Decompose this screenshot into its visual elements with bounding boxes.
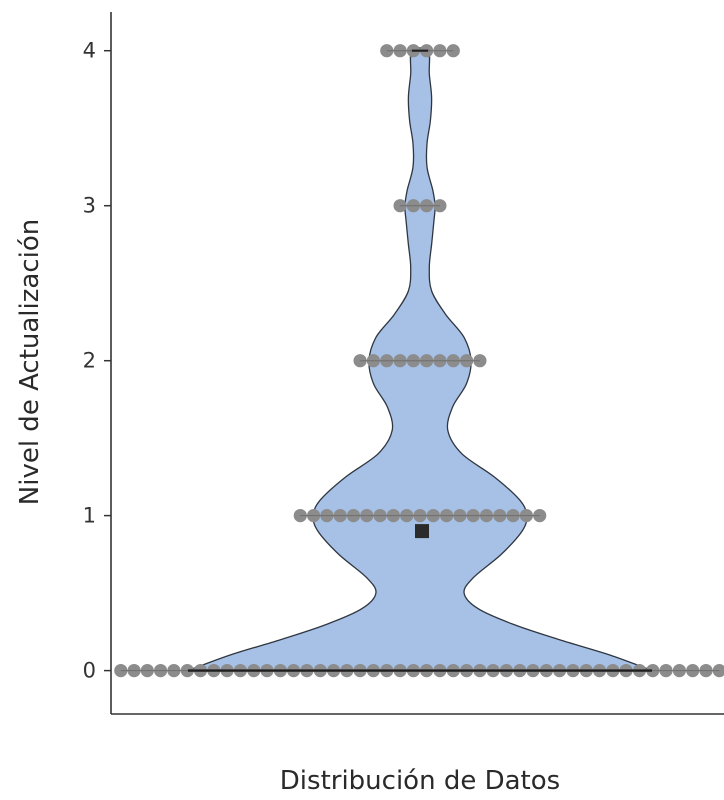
- mean-marker: [415, 524, 429, 539]
- y-tick-label: 2: [83, 349, 96, 373]
- dot-row: [393, 199, 447, 213]
- violin-shape: [187, 47, 653, 672]
- axes: [110, 12, 724, 715]
- x-axis-title: Distribución de Datos: [280, 766, 560, 796]
- y-axis-title: Nivel de Actualización: [15, 219, 45, 505]
- y-tick-label: 3: [83, 194, 96, 218]
- violin-layer: [187, 47, 653, 672]
- y-tick-label: 0: [83, 659, 96, 683]
- y-tick-label: 4: [83, 39, 96, 63]
- dot-row: [293, 508, 547, 523]
- data-dot: [533, 508, 547, 523]
- dot-row: [353, 354, 487, 368]
- y-ticks: 0 1 2 3 4: [83, 39, 111, 683]
- y-tick-label: 1: [83, 504, 96, 528]
- dot-layer: [114, 44, 724, 678]
